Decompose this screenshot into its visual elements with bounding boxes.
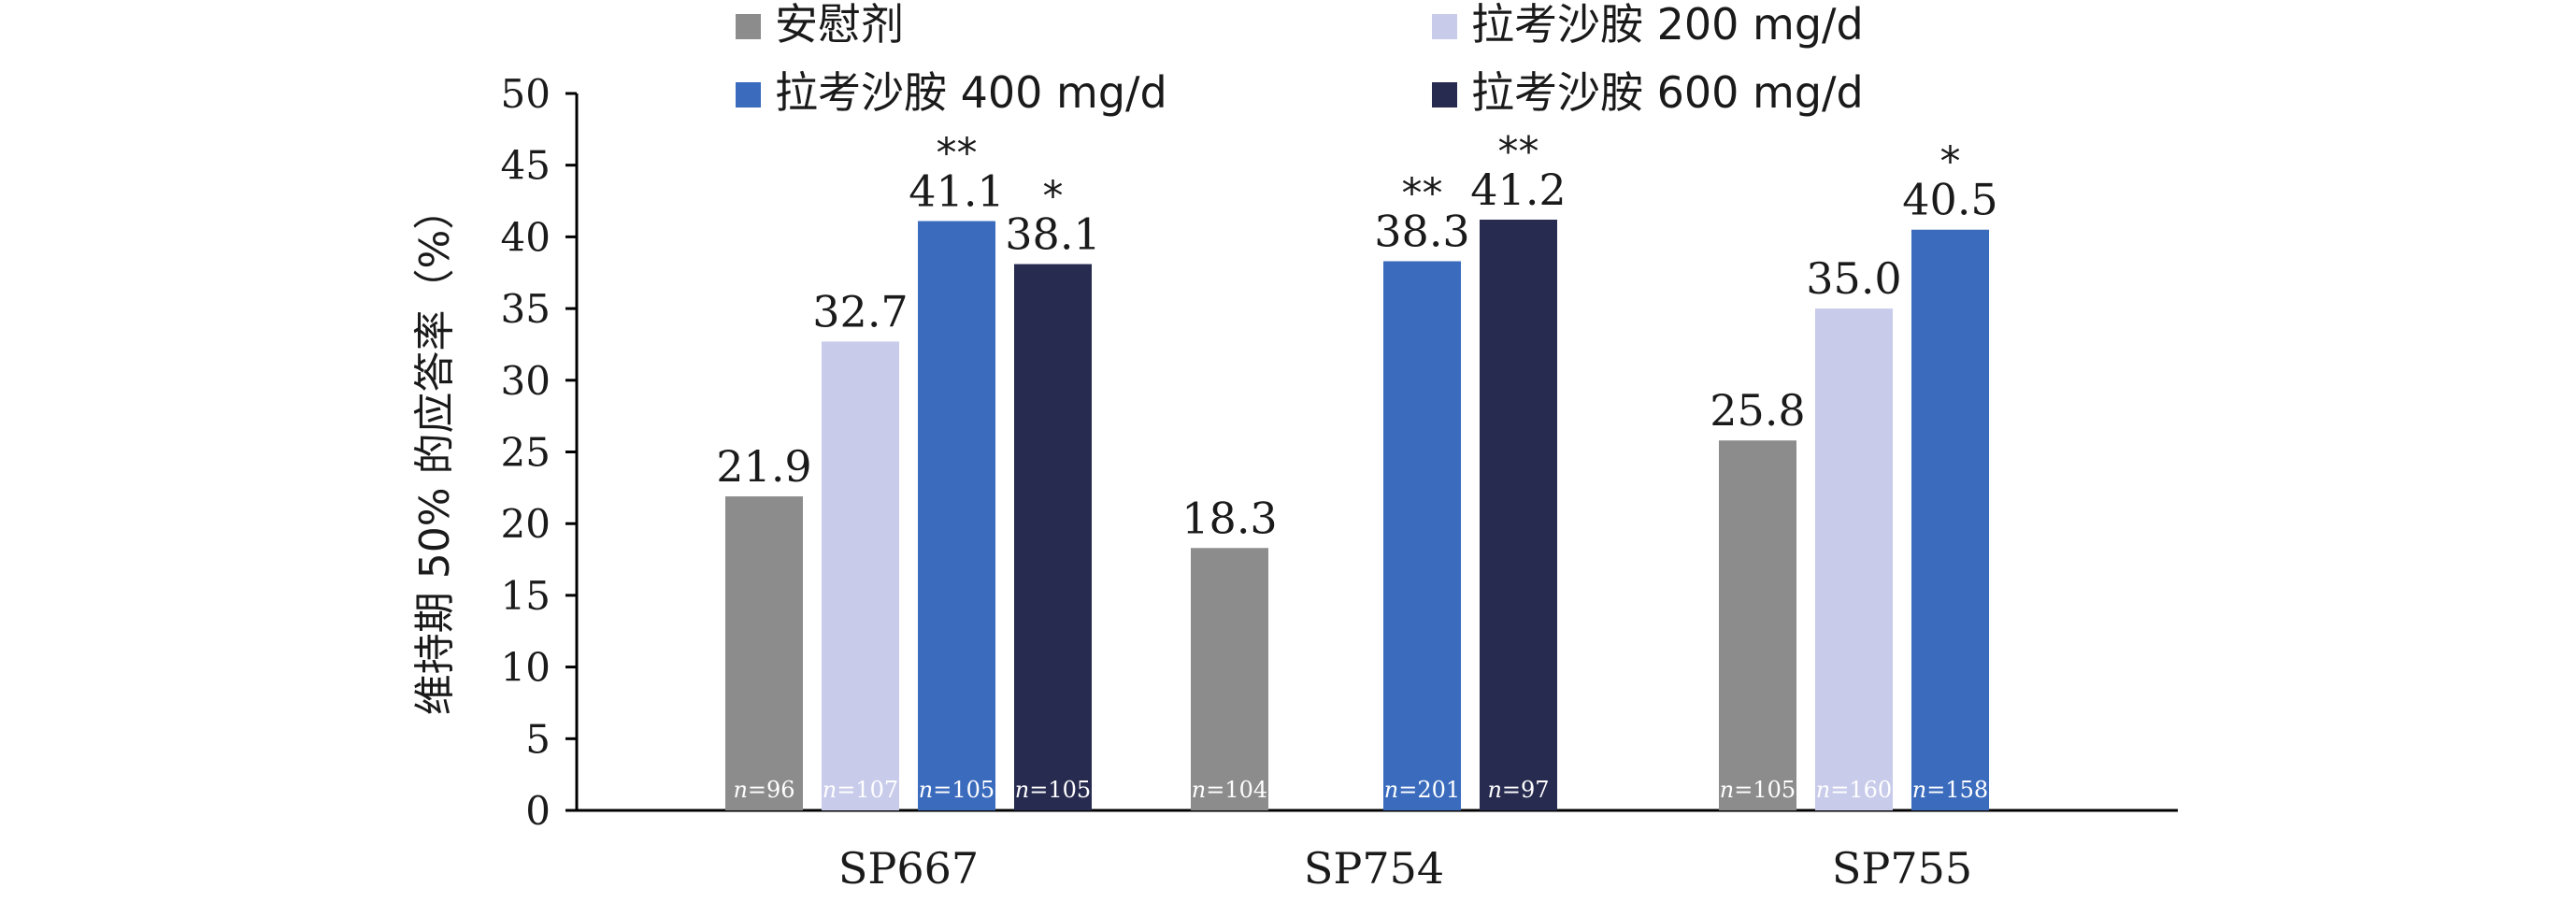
data-label: 38.3: [1374, 206, 1469, 256]
axes: 0 5 10 15 20 25 30 35 40 45 50 SP667 SP754 SP755: [501, 71, 2178, 894]
data-label: 21.9: [716, 441, 811, 492]
legend-swatch: [736, 82, 761, 107]
x-tick-label: SP755: [1832, 843, 1972, 894]
y-tick-label: 5: [525, 716, 551, 762]
data-label: 18.3: [1181, 493, 1277, 543]
sample-size-label: n=105: [1015, 777, 1091, 803]
y-tick-label: 25: [501, 430, 551, 476]
bar: [1480, 219, 1557, 810]
legend-label: 拉考沙胺 400 mg/d: [775, 67, 1167, 118]
bar: [1014, 264, 1092, 810]
sample-size-label: n=96: [733, 777, 794, 803]
significance-marker: *: [1043, 173, 1064, 221]
significance-marker: **: [1402, 169, 1443, 217]
significance-marker: *: [1940, 138, 1961, 186]
data-label: 41.1: [909, 166, 1004, 217]
data-label: 41.2: [1470, 165, 1566, 215]
sample-size-label: n=105: [1720, 777, 1796, 803]
legend-label: 拉考沙胺 200 mg/d: [1471, 0, 1864, 50]
sample-size-label: n=97: [1487, 777, 1549, 803]
significance-marker: **: [1498, 128, 1539, 176]
y-axis-label: 维持期 50% 的应答率（%）: [411, 189, 459, 716]
data-label: 35.0: [1806, 253, 1901, 304]
data-label: 40.5: [1902, 175, 1997, 225]
data-label: 38.1: [1005, 209, 1100, 260]
y-tick-label: 35: [501, 286, 551, 332]
y-tick-label: 40: [501, 214, 551, 260]
bar: [1815, 308, 1893, 811]
bar: [1383, 261, 1461, 810]
legend-label: 安慰剂: [775, 0, 904, 50]
legend: 安慰剂 拉考沙胺 200 mg/d 拉考沙胺 400 mg/d 拉考沙胺 600 mg…: [736, 0, 1864, 118]
bars: [725, 219, 1989, 811]
legend-swatch: [1432, 82, 1457, 107]
y-axis-label-group: 维持期 50% 的应答率（%）: [411, 189, 459, 716]
bar: [918, 221, 995, 810]
y-tick-label: 10: [501, 645, 551, 691]
significance-marker: **: [937, 130, 978, 178]
sample-size-label: n=107: [823, 777, 898, 803]
legend-swatch: [736, 14, 761, 39]
y-tick-label: 15: [501, 573, 551, 619]
x-tick-label: SP667: [838, 843, 979, 894]
y-tick-label: 30: [501, 358, 551, 404]
sample-size-label: n=105: [919, 777, 995, 803]
bar: [725, 496, 803, 810]
bar: [822, 341, 899, 810]
legend-swatch: [1432, 14, 1457, 39]
data-label: 32.7: [812, 286, 908, 336]
y-tick-label: 50: [501, 71, 551, 117]
sample-size-label: n=158: [1912, 777, 1988, 803]
y-tick-label: 45: [501, 143, 551, 189]
y-tick-label: 0: [525, 788, 551, 834]
sample-size-label: n=104: [1192, 777, 1267, 803]
sample-size-label: n=201: [1384, 777, 1460, 803]
y-tick-label: 20: [501, 501, 551, 547]
data-label: 25.8: [1710, 385, 1805, 436]
bar: [1911, 229, 1989, 811]
bar: [1191, 548, 1268, 810]
legend-label: 拉考沙胺 600 mg/d: [1471, 67, 1864, 118]
x-tick-label: SP754: [1304, 843, 1444, 894]
labels: 21.9n=9632.7n=10741.1**n=10538.1*n=10518…: [716, 128, 1997, 803]
bar: [1719, 440, 1796, 810]
sample-size-label: n=160: [1816, 777, 1892, 803]
